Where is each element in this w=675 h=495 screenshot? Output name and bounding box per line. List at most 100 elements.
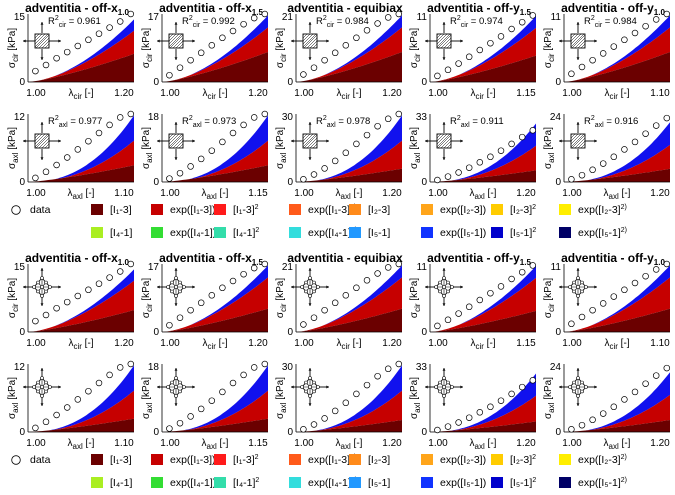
data-point <box>599 300 607 307</box>
data-point <box>53 161 60 169</box>
data-point <box>32 424 39 432</box>
data-point <box>353 284 360 292</box>
r2-label: R2cir = 0.974 <box>450 15 503 29</box>
data-point <box>342 42 350 49</box>
legend-label: [I₁-3]2 <box>233 454 259 466</box>
term-area-exp-i1 <box>28 390 134 432</box>
data-point <box>127 360 135 368</box>
data-point <box>353 140 360 148</box>
r2-label: R2cir = 0.961 <box>48 15 101 29</box>
y-max-tick: 11 <box>551 12 562 23</box>
fiber-node <box>44 289 48 294</box>
fiber-node <box>308 294 312 298</box>
legend-swatch <box>491 454 503 465</box>
y-axis-label: σaxl [kPa] <box>275 127 288 169</box>
fiber-node <box>312 280 316 285</box>
legend-item: [I₅-1] <box>349 227 390 239</box>
data-point <box>32 317 39 325</box>
arrow-head <box>594 39 597 43</box>
legend-label: [I₄-1] <box>110 477 132 489</box>
data-point <box>106 121 113 129</box>
x-max-tick: 1.15 <box>516 338 536 349</box>
fiber-node <box>572 389 576 394</box>
y-zero-tick: 0 <box>421 77 427 88</box>
fiber-node <box>166 285 170 289</box>
arrow-head <box>594 385 597 389</box>
y-zero-tick: 0 <box>153 177 159 188</box>
y-max-tick: 30 <box>282 362 294 373</box>
data-point <box>599 410 607 417</box>
y-max-tick: 12 <box>14 112 26 123</box>
data-point <box>568 176 575 183</box>
fiber-node <box>40 394 44 398</box>
data-point <box>610 153 618 161</box>
data-point <box>508 275 515 283</box>
panel-2-axl-2: 18 01.00 1.15 λaxl [-] σaxl [kPa] <box>141 360 268 451</box>
term-area-i1 <box>296 52 402 82</box>
legend-item: exp([I₄-1]) <box>151 477 216 489</box>
x-axis-label: λaxl [-] <box>336 438 363 451</box>
y-axis-label: σaxl [kPa] <box>409 377 422 419</box>
data-point <box>395 360 403 368</box>
y-zero-tick: 0 <box>555 427 561 438</box>
legend-label: exp([I₄-1]) <box>170 227 216 239</box>
data-point <box>331 407 339 415</box>
term-area-exp-i1 <box>162 140 268 182</box>
fiber-node <box>178 380 182 385</box>
data-point <box>106 371 113 379</box>
legend-swatch <box>214 477 226 488</box>
fiber-node <box>576 376 580 380</box>
x-max-tick: 1.20 <box>382 188 402 199</box>
panel-title: adventitia - equibiax <box>287 1 403 15</box>
panel-2-cir-5: 11 01.00 1.10 λcir [-] σcir [kPa] <box>543 260 670 351</box>
y-axis-label: σcir [kPa] <box>409 28 422 68</box>
data-point <box>652 16 660 23</box>
y-axis-label: σaxl [kPa] <box>543 377 556 419</box>
sample-icon <box>559 122 597 160</box>
data-point <box>631 138 639 146</box>
x-max-tick: 1.15 <box>516 88 536 99</box>
data-point <box>331 49 339 57</box>
y-max-tick: 15 <box>14 262 26 273</box>
term-area-exp-i1 <box>296 27 402 82</box>
data-point <box>300 176 307 183</box>
legend-swatch <box>151 477 163 488</box>
fiber-node <box>40 285 44 289</box>
data-point <box>497 397 505 404</box>
term-area-i1 <box>564 52 670 82</box>
fiber-node <box>300 285 304 289</box>
y-max-tick: 11 <box>417 12 428 23</box>
arrow-head <box>308 122 312 125</box>
panel-title: adventitia - off-x1.0 <box>25 251 129 267</box>
fiber-node <box>44 280 48 285</box>
legend-label: exp([I₂-3]2) <box>578 204 627 216</box>
y-axis-label: σaxl [kPa] <box>543 127 556 169</box>
panel-title: adventitia - off-x1.5 <box>159 251 263 267</box>
data-point <box>476 409 484 416</box>
legend-label: [I₂-3]2 <box>510 204 536 216</box>
data-point <box>240 371 247 379</box>
panel-title: adventitia - off-y1.5 <box>427 251 531 267</box>
panel-2-axl-5: 24 01.00 1.20 λaxl [-] σaxl [kPa] <box>543 362 670 451</box>
data-point <box>176 64 184 71</box>
legend-item: data <box>11 204 51 216</box>
sample-icon <box>157 122 195 160</box>
data-point <box>229 379 237 387</box>
arrow-head <box>192 285 195 289</box>
y-zero-tick: 0 <box>421 327 427 338</box>
data-point <box>42 418 50 426</box>
data-point <box>95 30 103 37</box>
y-zero-tick: 0 <box>153 327 159 338</box>
x-axis-label: λcir [-] <box>470 338 495 351</box>
data-point <box>176 314 184 321</box>
fiber-node <box>576 294 580 298</box>
legend-label: exp([I₂-3]) <box>440 204 486 216</box>
y-zero-tick: 0 <box>19 177 25 188</box>
y-max-tick: 21 <box>282 262 294 273</box>
data-point <box>300 71 307 78</box>
term-area-exp-i1 <box>28 280 134 332</box>
arrow-head <box>425 385 428 389</box>
data-point <box>32 67 39 75</box>
legend-item: exp([I₁-3]) <box>151 454 216 466</box>
data-point <box>53 304 60 312</box>
